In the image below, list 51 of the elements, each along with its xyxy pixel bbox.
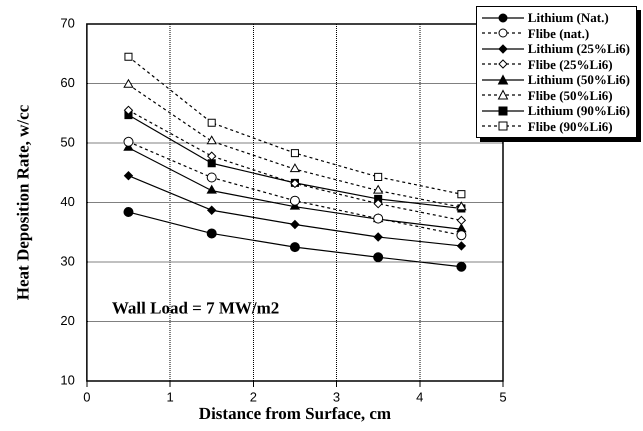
point — [207, 206, 216, 215]
y-tick-label: 50 — [60, 134, 75, 150]
y-tick-label: 40 — [60, 194, 75, 210]
point — [290, 242, 300, 252]
y-tick-label: 20 — [60, 313, 75, 328]
x-tick-label: 5 — [499, 389, 507, 404]
point — [208, 159, 216, 168]
point — [206, 172, 217, 183]
annotation: Wall Load = 7 MW/m2 — [112, 298, 280, 318]
x-axis-title: Distance from Surface, cm — [198, 404, 392, 424]
legend-label: Lithium (90%Li6) — [528, 103, 630, 118]
y-tick-label: 10 — [60, 372, 75, 388]
legend-label: Flibe (50%Li6) — [528, 88, 613, 103]
point — [456, 241, 466, 250]
legend-label: Flibe (nat.) — [528, 26, 590, 41]
legend-label: Flibe (25%Li6) — [528, 56, 613, 72]
point — [124, 52, 133, 61]
x-tick-label: 1 — [166, 389, 174, 404]
legend-label: Lithium (Nat.) — [528, 10, 609, 26]
point — [290, 149, 299, 158]
point — [208, 118, 216, 127]
point — [123, 207, 134, 218]
y-axis-title: Heat Deposition Rate, w/cc — [14, 104, 33, 300]
x-tick-label: 3 — [332, 389, 340, 404]
point — [456, 262, 466, 272]
point — [374, 199, 383, 208]
point — [290, 164, 300, 172]
x-tick-label: 4 — [416, 389, 424, 404]
point — [124, 79, 134, 88]
point — [123, 136, 134, 147]
point — [457, 190, 466, 198]
legend-label: Lithium (25%Li6) — [528, 41, 630, 56]
legend-label: Lithium (50%Li6) — [528, 72, 630, 88]
point — [206, 228, 217, 238]
point — [290, 220, 300, 230]
point — [373, 252, 384, 262]
point — [374, 172, 382, 181]
point — [456, 216, 466, 225]
x-tick-label: 2 — [250, 389, 257, 404]
y-tick-label: 60 — [60, 75, 75, 90]
point — [373, 185, 383, 194]
point — [206, 136, 217, 144]
point — [374, 232, 383, 242]
y-tick-label: 70 — [60, 16, 75, 31]
legend-label: Flibe (90%Li6) — [528, 118, 613, 134]
point — [456, 202, 466, 210]
x-tick-label: 0 — [83, 389, 90, 404]
point — [124, 171, 133, 180]
y-tick-label: 30 — [60, 254, 75, 269]
point — [290, 196, 300, 206]
point — [206, 185, 217, 194]
